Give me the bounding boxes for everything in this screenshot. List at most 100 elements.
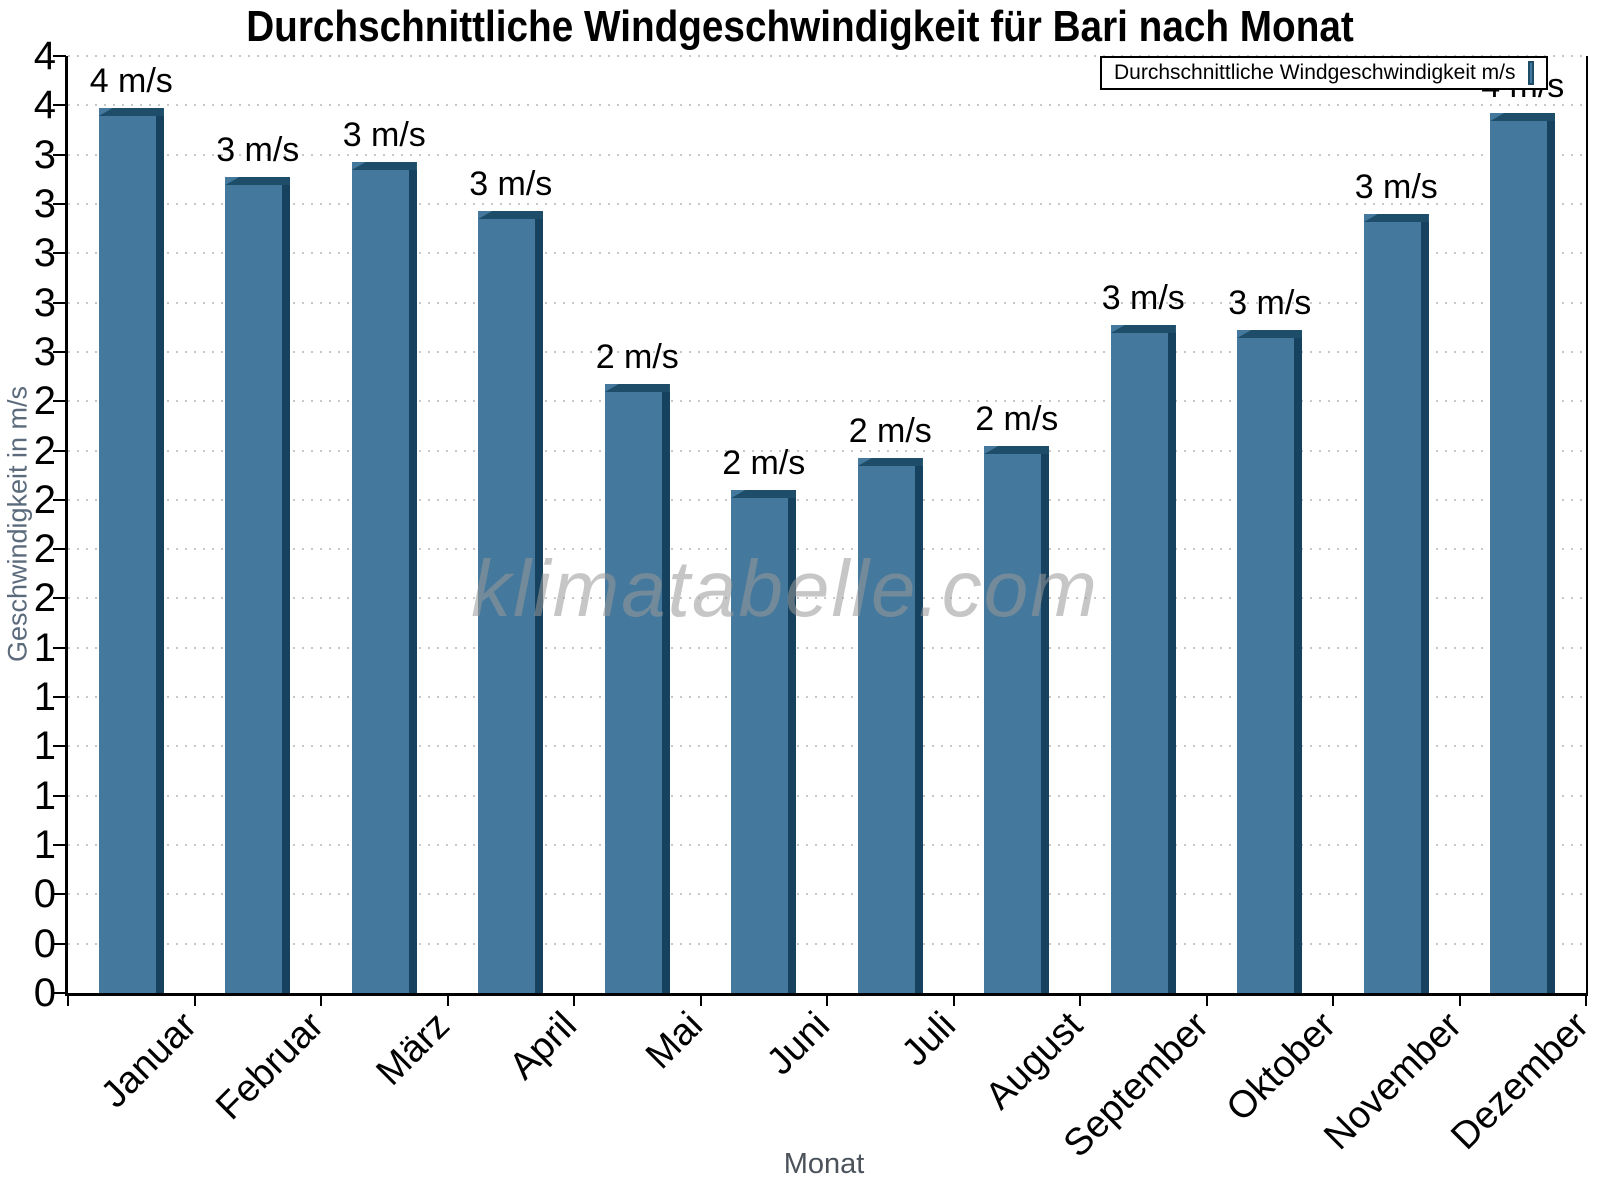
x-axis-tick <box>826 993 828 1006</box>
bar-value-label: 3 m/s <box>216 131 300 169</box>
y-tick-label: 1 <box>33 773 56 818</box>
y-gridline <box>68 350 1586 353</box>
y-tick-label: 3 <box>33 329 56 374</box>
legend: Durchschnittliche Windgeschwindigkeit m/… <box>1100 56 1548 90</box>
y-gridline <box>68 449 1586 452</box>
y-tick-label: 0 <box>33 971 56 1015</box>
bar-right-side <box>1167 333 1176 993</box>
bar-right-side <box>1294 338 1303 993</box>
x-axis-tick <box>952 993 955 1006</box>
x-axis-tick <box>193 993 196 1006</box>
y-gridline <box>68 153 1586 156</box>
bar-april <box>478 211 544 993</box>
bar-value-label: 3 m/s <box>1228 284 1312 322</box>
legend-swatch-icon <box>1527 61 1534 85</box>
y-gridline <box>68 696 1586 699</box>
bar-value-label: 2 m/s <box>722 444 806 482</box>
y-tick-label: 1 <box>33 823 56 868</box>
y-tick-label: 0 <box>33 921 56 966</box>
bar-value-label: 3 m/s <box>342 116 426 154</box>
x-axis-tick <box>1458 993 1461 1006</box>
y-axis-tick <box>53 844 66 847</box>
bar-value-label: 3 m/s <box>1101 279 1185 317</box>
y-gridline <box>68 400 1586 403</box>
y-gridline <box>68 646 1586 649</box>
bar-top-bevel <box>1237 330 1303 338</box>
y-axis-title: Geschwindigkeit in m/s <box>2 385 33 663</box>
y-gridline <box>68 498 1586 501</box>
y-tick-label: 4 <box>33 34 56 78</box>
x-axis-tick <box>446 993 449 1006</box>
y-axis-tick <box>53 548 66 551</box>
y-axis-tick <box>53 498 66 501</box>
bar-juli <box>857 458 923 993</box>
y-gridline <box>68 252 1586 255</box>
y-gridline <box>68 745 1586 748</box>
y-gridline <box>68 202 1586 205</box>
bar-right-side <box>1547 121 1556 993</box>
bar-top-bevel <box>351 162 417 170</box>
y-gridline <box>68 597 1586 600</box>
y-tick-label: 2 <box>33 477 56 522</box>
bar-top-bevel <box>731 490 797 498</box>
legend-label: Durchschnittliche Windgeschwindigkeit m/… <box>1114 61 1516 84</box>
bar-top-bevel <box>478 211 544 219</box>
x-axis-tick <box>1205 993 1208 1006</box>
y-tick-label: 0 <box>33 872 56 917</box>
bar-top-bevel <box>857 458 923 466</box>
bar-märz <box>351 162 417 993</box>
bar-value-label: 4 m/s <box>89 62 173 100</box>
bar-juni <box>731 490 797 993</box>
y-gridline <box>68 844 1586 847</box>
y-axis-tick <box>53 202 66 205</box>
y-axis-tick <box>53 794 66 797</box>
bar-value-label: 3 m/s <box>469 165 553 203</box>
y-axis-tick <box>53 696 66 699</box>
bar-top-bevel <box>1490 113 1556 121</box>
bar-top-bevel <box>984 446 1050 454</box>
y-axis-tick <box>53 104 66 107</box>
bar-value-label: 2 m/s <box>595 338 679 376</box>
bar-value-label: 3 m/s <box>1354 168 1438 206</box>
y-gridline <box>68 55 1586 57</box>
bar-right-side <box>788 498 797 993</box>
y-axis-tick <box>53 400 66 403</box>
y-gridline <box>68 104 1586 107</box>
x-axis-tick <box>573 993 575 1006</box>
bar-september <box>1110 325 1176 993</box>
y-axis-tick <box>53 646 66 649</box>
bar-dezember <box>1490 113 1556 993</box>
y-axis-tick <box>53 449 66 452</box>
y-tick-label: 2 <box>33 527 56 572</box>
bar-right-side <box>282 185 291 993</box>
bar-top-bevel <box>225 177 291 185</box>
y-axis-tick <box>53 350 66 353</box>
bar-top-bevel <box>1363 214 1429 222</box>
bar-right-side <box>1420 222 1429 993</box>
y-tick-label: 4 <box>33 83 56 128</box>
bar-mai <box>604 384 670 993</box>
y-axis-tick <box>53 745 66 748</box>
y-tick-label: 2 <box>33 576 56 621</box>
chart-title: Durchschnittliche Windgeschwindigkeit fü… <box>246 2 1354 51</box>
y-tick-label: 3 <box>33 231 56 276</box>
y-axis-tick <box>53 942 66 945</box>
x-axis-tick <box>1585 993 1587 1006</box>
y-tick-label: 2 <box>33 428 56 473</box>
bar-right-side <box>914 466 923 993</box>
y-gridline <box>68 893 1586 896</box>
bar-value-label: 2 m/s <box>848 412 932 450</box>
y-axis-tick <box>53 55 66 57</box>
watermark: klimatabelle.com <box>471 544 1099 633</box>
y-axis-tick <box>53 301 66 304</box>
y-axis-tick <box>53 992 66 994</box>
y-gridline <box>68 794 1586 797</box>
bar-november <box>1363 214 1429 993</box>
y-axis-tick <box>53 252 66 255</box>
bar-right-side <box>535 219 544 993</box>
bar-right-side <box>408 170 417 993</box>
y-gridline <box>68 942 1586 945</box>
x-axis-tick <box>1332 993 1334 1006</box>
